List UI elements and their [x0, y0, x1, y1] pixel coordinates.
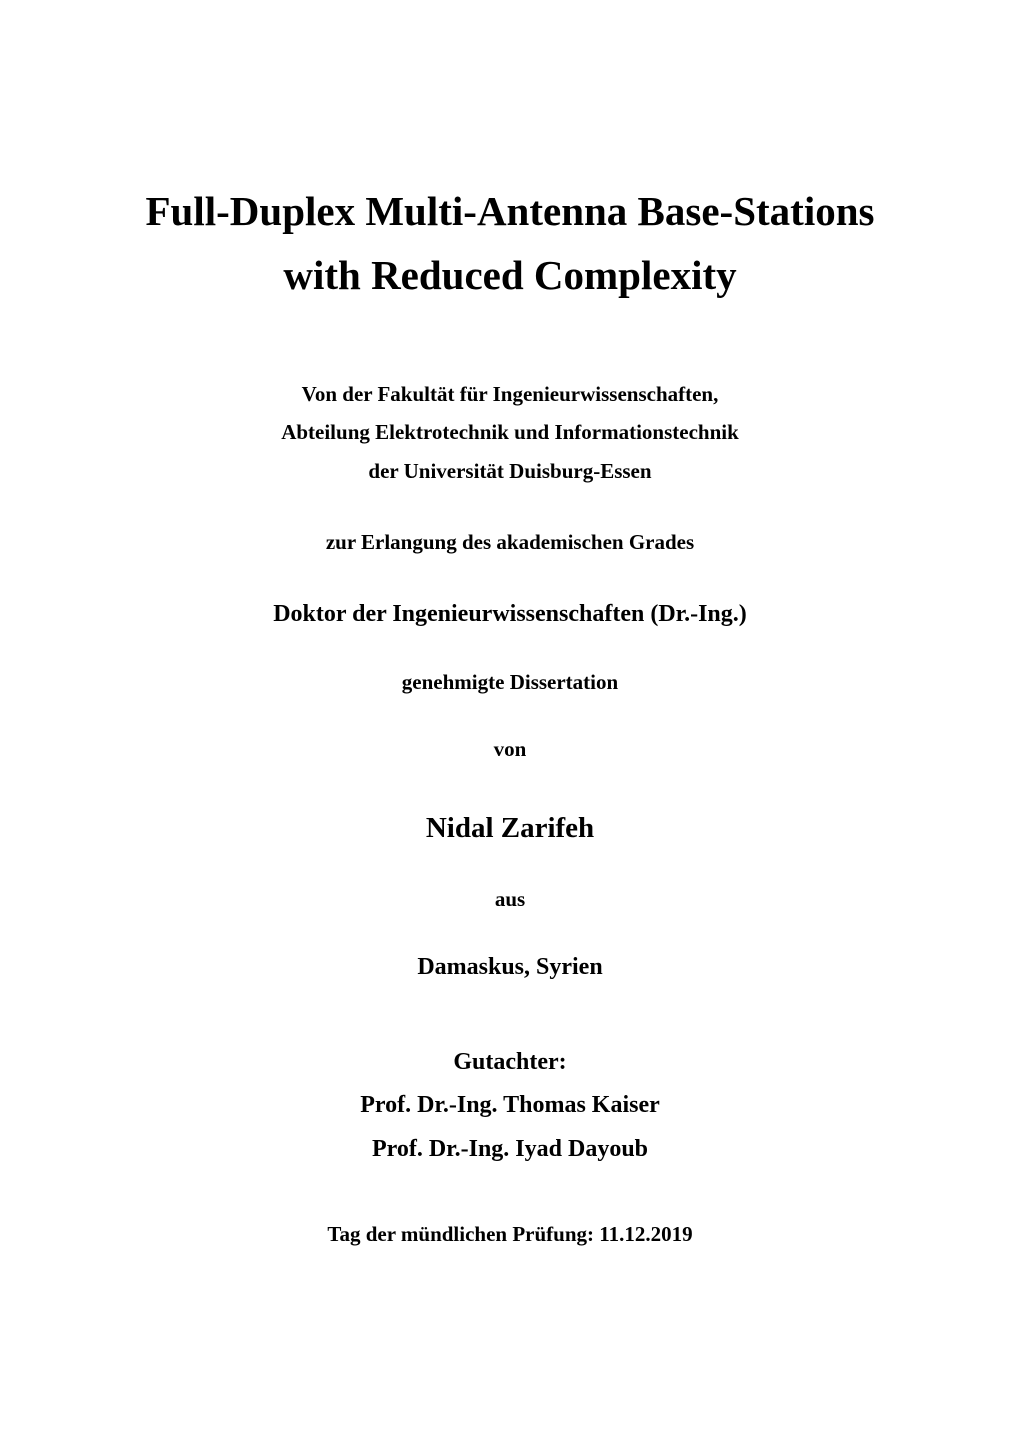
title-line-2: with Reduced Complexity: [283, 252, 736, 298]
faculty-line-1: Von der Fakultät für Ingenieurwissenscha…: [302, 382, 719, 406]
exam-date-line: Tag der mündlichen Prüfung: 11.12.2019: [100, 1222, 920, 1247]
faculty-line-3: der Universität Duisburg-Essen: [368, 459, 651, 483]
title-page: Full-Duplex Multi-Antenna Base-Stations …: [0, 0, 1020, 1443]
aus-line: aus: [100, 887, 920, 912]
faculty-block: Von der Fakultät für Ingenieurwissenscha…: [100, 375, 920, 490]
reviewer-2: Prof. Dr.-Ing. Iyad Dayoub: [372, 1136, 648, 1162]
reviewers-heading: Gutachter:: [453, 1049, 566, 1075]
purpose-line: zur Erlangung des akademischen Grades: [100, 530, 920, 555]
faculty-line-2: Abteilung Elektrotechnik und Information…: [281, 420, 739, 444]
von-line: von: [100, 737, 920, 762]
reviewer-1: Prof. Dr.-Ing. Thomas Kaiser: [360, 1092, 660, 1118]
title-line-1: Full-Duplex Multi-Antenna Base-Stations: [146, 188, 875, 234]
reviewers-block: Gutachter: Prof. Dr.-Ing. Thomas Kaiser …: [100, 1041, 920, 1172]
approved-line: genehmigte Dissertation: [100, 670, 920, 695]
author-name: Nidal Zarifeh: [100, 812, 920, 845]
origin-line: Damaskus, Syrien: [100, 954, 920, 981]
dissertation-title: Full-Duplex Multi-Antenna Base-Stations …: [100, 180, 920, 307]
degree-line: Doktor der Ingenieurwissenschaften (Dr.-…: [100, 601, 920, 628]
